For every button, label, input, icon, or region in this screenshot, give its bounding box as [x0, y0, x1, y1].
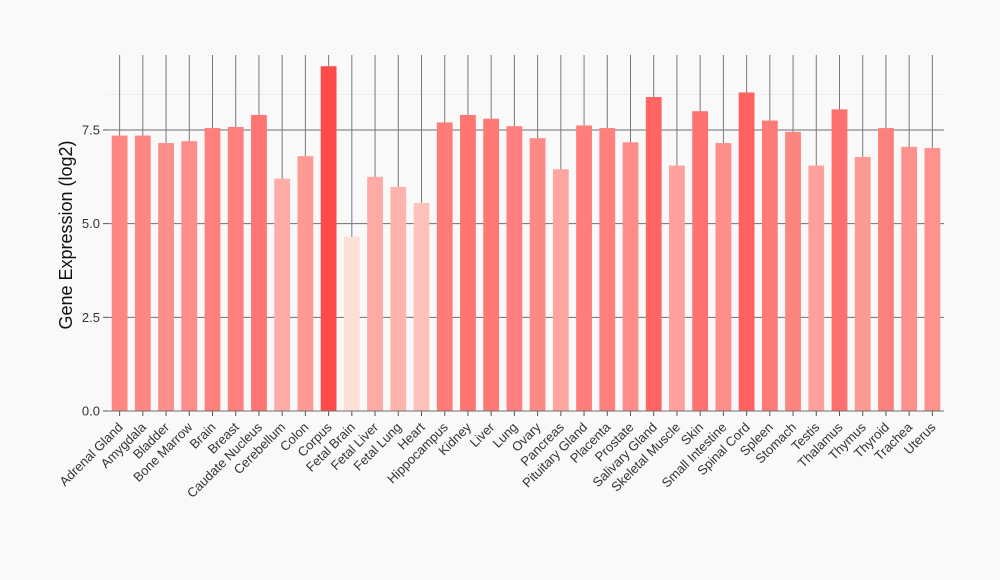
bars-layer: [111, 66, 941, 412]
y-tick-label: 5.0: [82, 216, 100, 231]
y-tick-label: 0.0: [82, 404, 100, 419]
bar: [483, 118, 500, 411]
bar: [924, 147, 941, 411]
bar: [227, 126, 244, 412]
bar: [669, 165, 685, 411]
y-tick-label: 7.5: [82, 122, 100, 137]
bar: [808, 165, 825, 411]
bar: [297, 156, 314, 411]
bar: [134, 135, 151, 411]
bar: [204, 128, 221, 412]
bar: [460, 114, 476, 412]
bar: [552, 169, 569, 411]
bar: [599, 128, 616, 412]
bar: [785, 131, 801, 412]
bar: [645, 96, 662, 412]
bar: [506, 126, 523, 411]
bar: [878, 128, 894, 412]
y-axis: 0.0 2.5 5.0 7.5: [82, 122, 108, 419]
bar: [622, 142, 639, 411]
y-tick-label: 2.5: [82, 310, 100, 325]
bar: [854, 156, 871, 411]
bar: [367, 176, 383, 411]
bar: [181, 141, 198, 412]
bar: [692, 111, 709, 412]
y-axis-title: Gene Expression (log2): [56, 140, 76, 329]
bar: [529, 138, 546, 411]
bar: [320, 66, 337, 412]
bar: [413, 203, 430, 411]
bar: [901, 146, 918, 411]
bar: [761, 120, 778, 411]
bar: [738, 92, 755, 411]
bar: [390, 186, 407, 411]
bar: [111, 135, 128, 411]
bar: [715, 143, 732, 411]
bar: [274, 178, 291, 411]
bar: [576, 125, 592, 411]
bar: [831, 109, 848, 411]
bar: [436, 122, 453, 411]
bar: [158, 143, 174, 411]
bar: [343, 236, 360, 411]
bar: [251, 114, 267, 412]
